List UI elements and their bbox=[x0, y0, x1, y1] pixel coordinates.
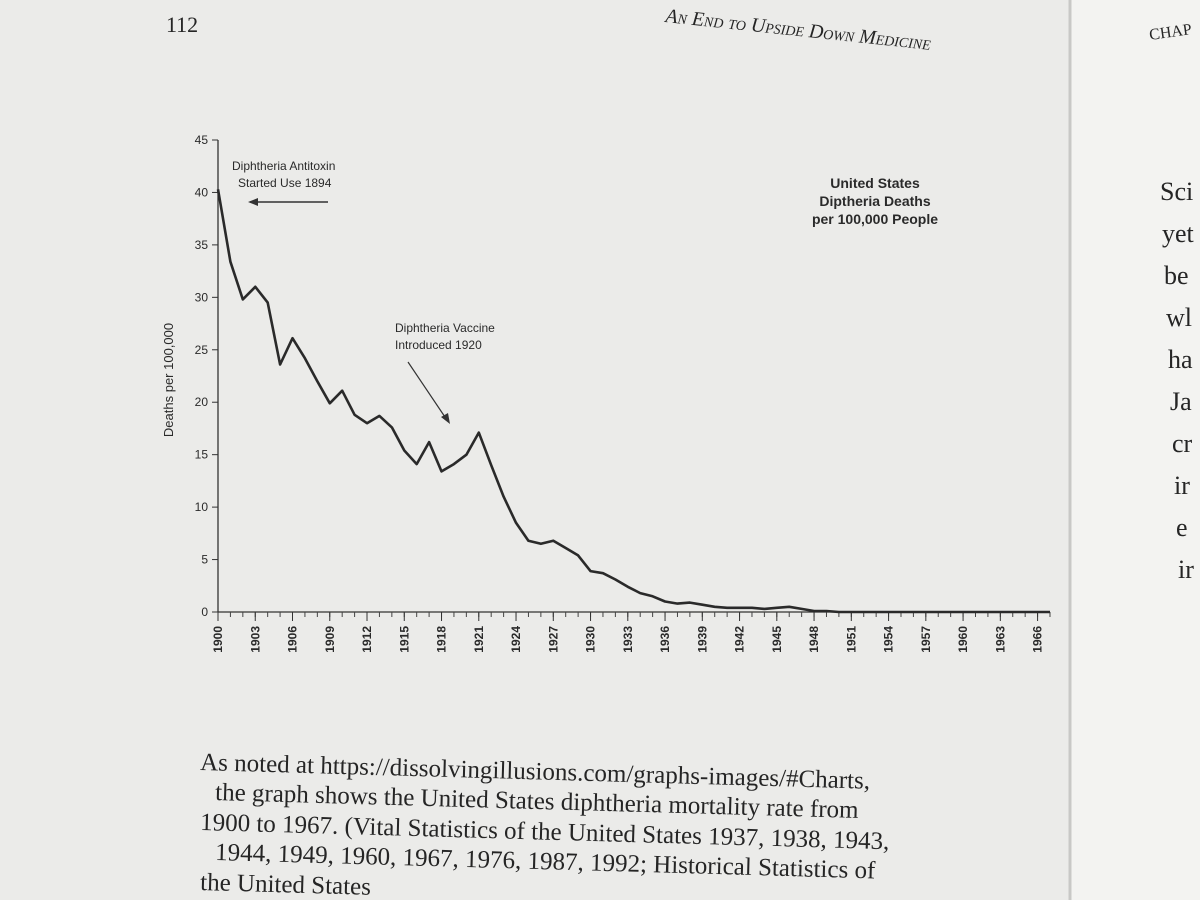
x-tick-label: 1948 bbox=[807, 626, 821, 653]
x-tick-label: 1930 bbox=[584, 626, 598, 653]
x-tick-label: 1957 bbox=[919, 626, 933, 653]
next-title: Chap bbox=[1148, 21, 1193, 44]
x-tick-label: 1909 bbox=[323, 626, 337, 653]
annotation: Diphtheria Vaccine Introduced 1920 bbox=[395, 321, 495, 352]
annotation: Diphtheria Antitoxin Started Use 1894 bbox=[232, 159, 335, 190]
arrow bbox=[407, 361, 448, 421]
y-tick-label: 40 bbox=[195, 185, 209, 199]
y-tick-label: 25 bbox=[195, 343, 209, 357]
x-tick-label: 1933 bbox=[621, 626, 635, 653]
x-tick-label: 1912 bbox=[360, 626, 374, 653]
right-page bbox=[1070, 0, 1200, 900]
y-tick-label: 35 bbox=[195, 238, 209, 252]
facing-fragment: ha bbox=[1168, 345, 1193, 374]
facing-fragment: wl bbox=[1166, 303, 1192, 332]
x-tick-label: 1906 bbox=[286, 626, 300, 653]
facing-fragment: cr bbox=[1172, 429, 1193, 458]
x-tick-label: 1900 bbox=[211, 626, 225, 653]
y-tick-label: 20 bbox=[195, 395, 209, 409]
x-tick-label: 1954 bbox=[882, 626, 896, 653]
facing-fragment: ir bbox=[1178, 555, 1194, 584]
page-number: 112 bbox=[166, 12, 198, 37]
facing-fragment: ir bbox=[1174, 471, 1190, 500]
y-tick-label: 15 bbox=[195, 448, 209, 462]
x-tick-label: 1951 bbox=[844, 626, 858, 653]
facing-fragment: Ja bbox=[1170, 387, 1192, 416]
facing-text: Sci yet be wl ha Ja cr ir e ir bbox=[1160, 177, 1195, 584]
left-page bbox=[0, 0, 1070, 900]
data-line bbox=[216, 189, 1050, 614]
y-tick-label: 30 bbox=[195, 290, 209, 304]
y-tick-label: 0 bbox=[201, 605, 208, 619]
x-tick-label: 1903 bbox=[248, 626, 262, 653]
x-tick-label: 1939 bbox=[695, 626, 709, 653]
caption-line: the United States bbox=[200, 869, 371, 900]
annotations: Diphtheria Antitoxin Started Use 1894 Diph… bbox=[232, 159, 495, 352]
x-tick-label: 1924 bbox=[509, 626, 523, 653]
arrow-head bbox=[248, 198, 258, 206]
x-tick-label: 1921 bbox=[472, 626, 486, 653]
x-tick-label: 1927 bbox=[546, 626, 560, 653]
x-tick-label: 1945 bbox=[770, 626, 784, 653]
arrow-head bbox=[441, 413, 450, 424]
x-tick-label: 1963 bbox=[993, 626, 1007, 653]
x-tick-label: 1918 bbox=[435, 626, 449, 653]
y-tick-label: 5 bbox=[201, 553, 208, 567]
x-tick-label: 1942 bbox=[733, 626, 747, 653]
y-tick-label: 45 bbox=[195, 133, 209, 147]
x-tick-label: 1936 bbox=[658, 626, 672, 653]
x-tick-label: 1960 bbox=[956, 626, 970, 653]
chart-title: United States Diptheria Deaths per 100,000… bbox=[812, 175, 938, 227]
facing-fragment: e bbox=[1176, 513, 1188, 542]
y-axis-label: Deaths per 100,000 bbox=[161, 323, 176, 437]
facing-fragment: yet bbox=[1162, 219, 1195, 248]
chart: Deaths per 100,000 Diphtheria Antitoxin S… bbox=[161, 133, 1051, 653]
x-tick-label: 1915 bbox=[397, 626, 411, 653]
x-tick-label: 1966 bbox=[1031, 626, 1045, 653]
y-tick-label: 10 bbox=[195, 500, 209, 514]
facing-fragment: Sci bbox=[1160, 177, 1193, 206]
facing-fragment: be bbox=[1164, 261, 1189, 290]
